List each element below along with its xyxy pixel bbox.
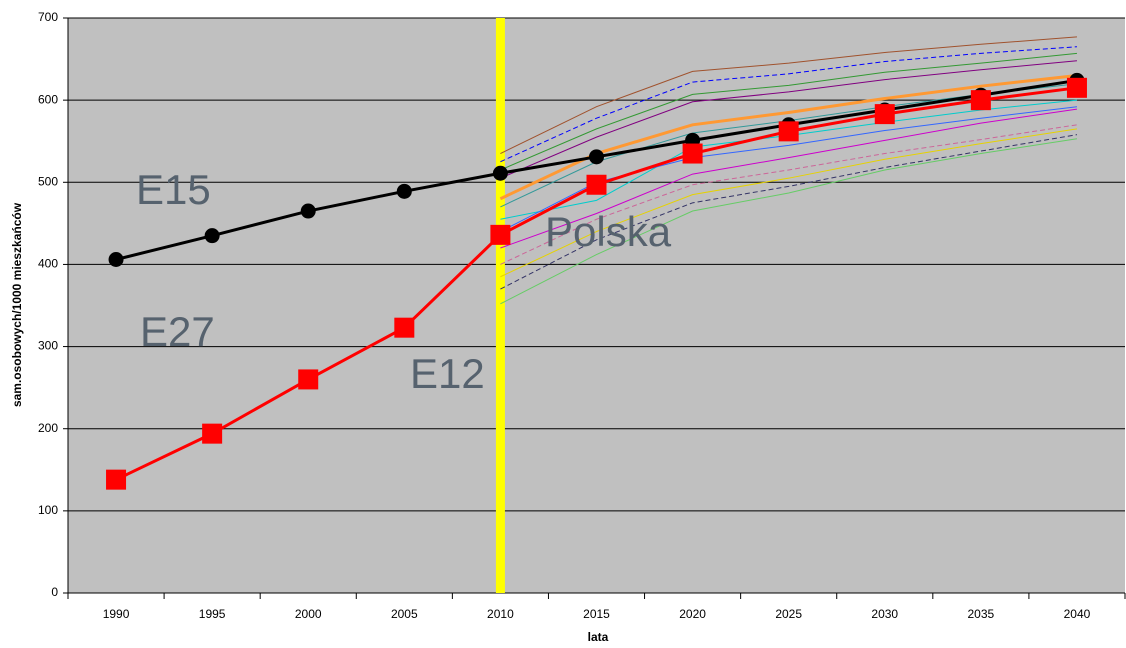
point bbox=[394, 317, 415, 338]
series-line bbox=[500, 52, 1078, 171]
series-line bbox=[500, 60, 1077, 179]
point bbox=[204, 228, 220, 244]
point bbox=[492, 165, 508, 181]
y-tick-label: 600 bbox=[38, 92, 58, 106]
x-tick-label: 1990 bbox=[103, 607, 130, 621]
point bbox=[298, 369, 319, 390]
series-line bbox=[500, 36, 1077, 154]
y-tick-label: 100 bbox=[38, 503, 58, 517]
x-tick-label: 1995 bbox=[199, 607, 226, 621]
point bbox=[300, 203, 316, 219]
point bbox=[874, 104, 895, 125]
series-line bbox=[500, 128, 1078, 278]
series-line bbox=[500, 134, 1078, 290]
point bbox=[586, 174, 607, 195]
x-tick-label: 2005 bbox=[391, 607, 418, 621]
y-tick-label: 500 bbox=[38, 174, 58, 188]
x-tick-label: 2020 bbox=[679, 607, 706, 621]
point bbox=[1066, 77, 1087, 98]
y-tick-label: 400 bbox=[38, 257, 58, 271]
annotation: E27 bbox=[140, 308, 215, 355]
point bbox=[682, 143, 703, 164]
y-tick-label: 0 bbox=[51, 585, 58, 599]
series-line bbox=[500, 108, 1078, 249]
series-line bbox=[500, 124, 1078, 265]
x-tick-label: 2030 bbox=[871, 607, 898, 621]
series-line bbox=[500, 46, 1077, 163]
plot-area bbox=[68, 18, 1125, 593]
annotation: E15 bbox=[136, 166, 211, 213]
point bbox=[396, 183, 412, 199]
x-tick-label: 2035 bbox=[968, 607, 995, 621]
x-axis-label: lata bbox=[588, 630, 609, 644]
point bbox=[970, 90, 991, 111]
y-tick-label: 700 bbox=[38, 10, 58, 24]
annotation: E12 bbox=[410, 350, 485, 397]
series-line bbox=[500, 138, 1078, 305]
y-tick-label: 300 bbox=[38, 339, 58, 353]
annotation: Polska bbox=[545, 208, 672, 255]
y-tick-label: 200 bbox=[38, 421, 58, 435]
x-tick-label: 2000 bbox=[295, 607, 322, 621]
x-tick-label: 2040 bbox=[1064, 607, 1091, 621]
point bbox=[202, 423, 223, 444]
x-tick-label: 2015 bbox=[583, 607, 610, 621]
point bbox=[108, 252, 124, 267]
x-tick-label: 2025 bbox=[775, 607, 802, 621]
y-axis-label: sam.osobowych/1000 mieszkańców bbox=[10, 202, 24, 407]
point bbox=[106, 469, 127, 490]
point bbox=[589, 149, 604, 165]
point bbox=[490, 224, 511, 245]
point bbox=[778, 121, 799, 142]
x-tick-label: 2010 bbox=[487, 607, 514, 621]
